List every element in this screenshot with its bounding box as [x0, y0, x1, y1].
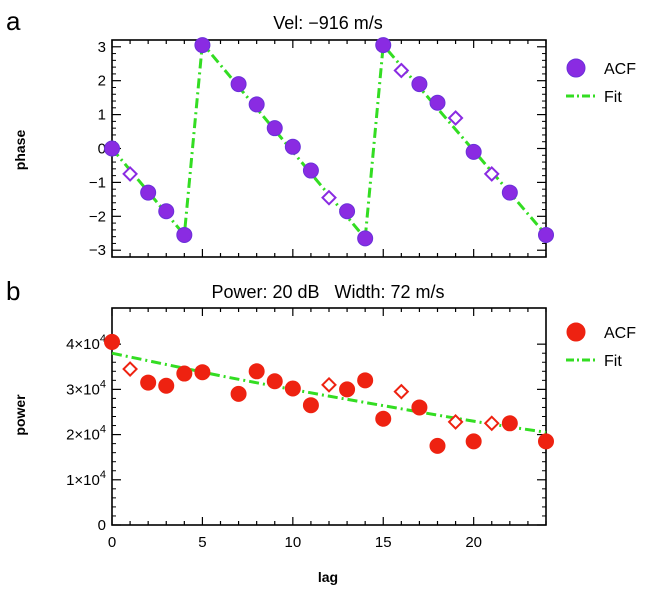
panel-a-ytick-label: −2 [89, 208, 106, 225]
panel-a-title: Vel: −916 m/s [273, 13, 383, 33]
panel-b-acf-point [302, 397, 319, 414]
panel-b-legend: ACF Fit [566, 322, 636, 370]
panel-b-acf-point [411, 399, 428, 416]
panel-b-xtick-label: 15 [375, 534, 392, 551]
panel-a-acf-point [339, 203, 356, 220]
panel-a-ytick-label: −3 [89, 242, 106, 259]
panel-b-acf-diamond [122, 361, 138, 377]
panel-a-acf-point [104, 140, 120, 157]
panel-b-legend-label: Fit [604, 353, 622, 370]
panel-b-acf-point [248, 363, 265, 380]
panel-a-acf-point [375, 37, 392, 54]
panel-b-acf-point [357, 372, 374, 389]
panel-b-ytick-label: 2×104 [66, 424, 106, 444]
panel-a-plot: −3 −2 −1 0 1 2 3 [89, 37, 554, 259]
panel-b-xtick-label: 20 [465, 534, 482, 551]
panel-a-acf-point [501, 184, 518, 201]
panel-a-acf-point [465, 143, 482, 160]
panel-b-xtick-label: 0 [108, 534, 116, 551]
panel-b-acf-point [194, 364, 211, 381]
panel-a-acf-point [429, 94, 446, 111]
panel-a-acf-diamond [122, 166, 138, 182]
panel-a-ytick-label: 2 [98, 73, 106, 90]
panel-a-acf-point [194, 37, 211, 54]
panel-b-fit-line [111, 351, 547, 434]
panel-b-legend-label: ACF [604, 325, 636, 342]
panel-b-acf-point [538, 433, 554, 450]
panel-b-acf-diamond [483, 415, 500, 432]
panel-a-ytick-label: 0 [98, 141, 106, 158]
panel-a-legend: ACF Fit [566, 58, 636, 106]
panel-a-acf-point [140, 184, 157, 201]
panel-a-acf-diamond [447, 110, 464, 126]
panel-b-plot: 0 5 10 15 20 0 1×104 2×104 3×104 4×104 [66, 307, 554, 551]
panel-a-acf-diamond [321, 189, 337, 206]
panel-a-acf-diamond [393, 62, 410, 79]
panel-b-acf-point [176, 365, 193, 382]
panel-b-acf-point [158, 377, 175, 394]
panel-b-xtick-label: 10 [284, 534, 301, 551]
panel-b-acf-point [104, 333, 120, 350]
panel-a-acf-point [302, 162, 319, 179]
panel-a-acf-diamond [483, 166, 500, 182]
panel-a-acf-point [230, 76, 247, 93]
panel-b-acf-point [266, 373, 283, 390]
panel-a-legend-acf-marker [566, 58, 586, 78]
panel-b-acf-diamond [447, 414, 464, 430]
panel-b-xlabel: lag [318, 569, 338, 585]
panel-b-acf-point [375, 410, 392, 427]
panel-a-acf-point [538, 226, 554, 243]
panel-b-ytick-label: 3×104 [66, 378, 106, 398]
panel-a-ytick-label: −1 [89, 174, 106, 191]
panel-b-acf-point [230, 385, 247, 402]
panel-b-legend-acf-marker [566, 322, 586, 342]
panel-a-ytick-label: 3 [98, 39, 106, 56]
panel-b-letter: b [6, 276, 20, 306]
panel-a-legend-label: Fit [604, 89, 622, 106]
panel-a-acf-point [284, 138, 301, 155]
panel-a-ylabel: phase [12, 130, 28, 171]
panel-a-acf-point [176, 226, 193, 243]
panel-a-acf-point [357, 230, 374, 247]
panel-a-letter: a [6, 6, 21, 36]
panel-b-ylabel: power [12, 394, 28, 436]
panel-b-ytick-label: 1×104 [66, 469, 106, 489]
panel-a-legend-label: ACF [604, 61, 636, 78]
panel-a-acf-point [158, 203, 175, 220]
panel-b-acf-diamond [393, 383, 410, 400]
panel-a-ytick-label: 1 [98, 107, 106, 124]
panel-b-frame [111, 307, 547, 526]
panel-a-fit-line [110, 39, 548, 243]
panel-b-acf-diamond [321, 376, 337, 393]
panel-b-xtick-label: 5 [198, 534, 206, 551]
panel-b-ytick-label: 0 [98, 517, 106, 534]
panel-b-acf-point [465, 433, 482, 450]
panel-b-acf-point [501, 415, 518, 432]
panel-b-acf-point [140, 374, 157, 391]
panel-a-acf-point [411, 76, 428, 93]
panel-b-acf-point [339, 381, 356, 398]
panel-a-acf-point [248, 96, 265, 113]
panel-b-acf-point [429, 437, 446, 454]
panel-b-acf-point [284, 380, 301, 397]
panel-b-title: Power: 20 dB Width: 72 m/s [211, 282, 444, 302]
panel-a-acf-point [266, 120, 283, 137]
panel-b-ytick-label: 4×104 [66, 333, 106, 353]
